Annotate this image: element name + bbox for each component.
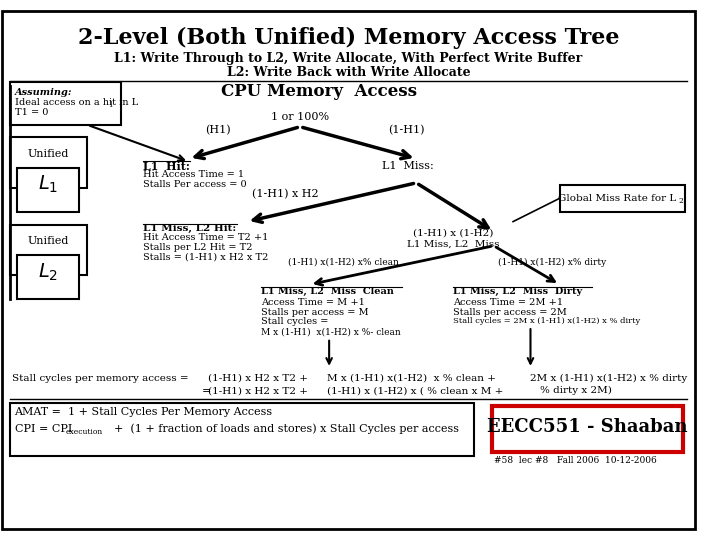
Text: Stalls Per access = 0: Stalls Per access = 0 [143,180,247,189]
Text: (1-H1) x (1-H2) x ( % clean x M +: (1-H1) x (1-H2) x ( % clean x M + [327,386,503,395]
Bar [9,82,121,125]
Text: (1-H1) x H2 x T2 +: (1-H1) x H2 x T2 + [208,386,308,395]
Bar [9,403,474,456]
Text: $L_2$: $L_2$ [38,261,58,282]
Text: CPU Memory  Access: CPU Memory Access [222,83,418,100]
Text: (H1): (H1) [205,125,230,135]
Text: Stalls per access = 2M: Stalls per access = 2M [453,308,567,317]
Bar [17,255,79,299]
Text: L1 Miss, L2 Hit:: L1 Miss, L2 Hit: [143,224,237,233]
Text: (1-H1) x H2 x T2 +: (1-H1) x H2 x T2 + [208,374,308,382]
Text: Assuming:: Assuming: [14,88,72,97]
Text: Stall cycles =: Stall cycles = [261,318,329,327]
Text: L1 Miss, L2  Miss  Dirty: L1 Miss, L2 Miss Dirty [453,287,582,296]
Text: $L_1$: $L_1$ [38,174,58,195]
Text: % dirty x 2M): % dirty x 2M) [540,386,612,395]
Text: Unified: Unified [27,236,69,246]
Bar [9,137,87,188]
Text: Unified: Unified [27,149,69,159]
Text: 1 or 100%: 1 or 100% [271,112,329,122]
Text: Hit Access Time = T2 +1: Hit Access Time = T2 +1 [143,233,269,242]
Text: 2M x (1-H1) x(1-H2) x % dirty: 2M x (1-H1) x(1-H2) x % dirty [531,374,688,383]
Bar [492,406,683,452]
Text: #58  lec #8   Fall 2006  10-12-2006: #58 lec #8 Fall 2006 10-12-2006 [494,456,657,465]
Text: Hit Access Time = 1: Hit Access Time = 1 [143,170,244,179]
Text: Stall cycles per memory access =: Stall cycles per memory access = [12,374,188,382]
Text: L1  Hit:: L1 Hit: [143,160,190,172]
Text: =: = [202,386,211,396]
Text: (1-H1) x H2: (1-H1) x H2 [252,190,319,200]
Text: EECC551 - Shaaban: EECC551 - Shaaban [487,418,688,436]
Text: (1-H1) x(1-H2) x% clean: (1-H1) x(1-H2) x% clean [288,258,399,267]
Text: Stall cycles = 2M x (1-H1) x(1-H2) x % dirty: Stall cycles = 2M x (1-H1) x(1-H2) x % d… [453,318,640,326]
Text: L1  Miss:: L1 Miss: [382,160,434,171]
Text: T1 = 0: T1 = 0 [14,109,48,117]
Text: (1-H1) x (1-H2): (1-H1) x (1-H2) [413,229,493,238]
Text: 2: 2 [678,197,683,205]
Bar [9,225,87,275]
Text: Ideal access on a hit in L: Ideal access on a hit in L [14,98,138,107]
Bar [559,185,685,212]
Text: Stalls per L2 Hit = T2: Stalls per L2 Hit = T2 [143,243,253,252]
Text: 1: 1 [109,100,113,109]
Text: +  (1 + fraction of loads and stores) x Stall Cycles per access: + (1 + fraction of loads and stores) x S… [114,424,459,435]
Text: 2-Level (Both Unified) Memory Access Tree: 2-Level (Both Unified) Memory Access Tre… [78,26,619,49]
Text: (1-H1): (1-H1) [388,125,425,135]
Text: L2: Write Back with Write Allocate: L2: Write Back with Write Allocate [227,66,470,79]
Text: Global Miss Rate for L: Global Miss Rate for L [559,194,677,203]
Text: CPI = CPI: CPI = CPI [14,424,72,434]
Text: Access Time = M +1: Access Time = M +1 [261,298,365,307]
Text: L1 Miss, L2  Miss: L1 Miss, L2 Miss [407,239,499,248]
Text: L1 Miss, L2  Miss  Clean: L1 Miss, L2 Miss Clean [261,287,395,296]
Text: execution: execution [66,428,103,436]
Text: (1-H1) x(1-H2) x% dirty: (1-H1) x(1-H2) x% dirty [498,258,606,267]
Text: Stalls per access = M: Stalls per access = M [261,308,369,317]
Text: Stalls = (1-H1) x H2 x T2: Stalls = (1-H1) x H2 x T2 [143,253,269,261]
Text: AMAT =  1 + Stall Cycles Per Memory Access: AMAT = 1 + Stall Cycles Per Memory Acces… [14,408,273,417]
Text: M x (1-H1) x(1-H2)  x % clean +: M x (1-H1) x(1-H2) x % clean + [327,374,496,382]
Text: Access Time = 2M +1: Access Time = 2M +1 [453,298,563,307]
Text: M x (1-H1)  x(1-H2) x %- clean: M x (1-H1) x(1-H2) x %- clean [261,327,401,336]
Bar [17,168,79,212]
Text: L1: Write Through to L2, Write Allocate, With Perfect Write Buffer: L1: Write Through to L2, Write Allocate,… [114,52,582,65]
